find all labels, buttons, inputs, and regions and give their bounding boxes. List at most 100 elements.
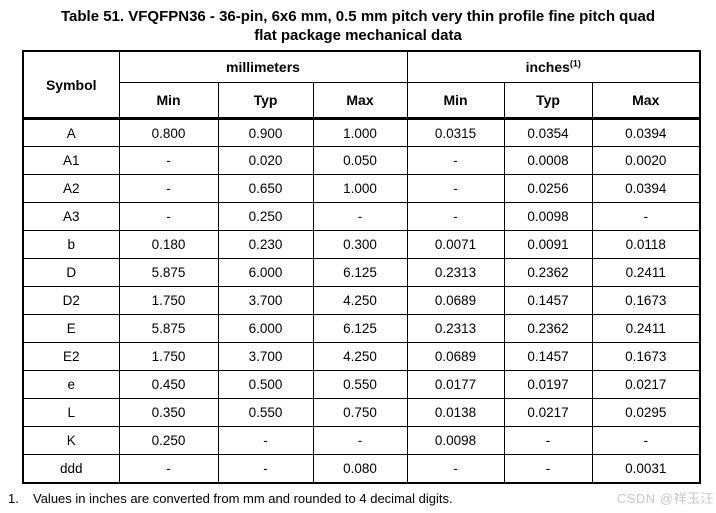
value-cell: 0.750	[312, 398, 408, 427]
watermark: CSDN @祥玉汪	[616, 491, 714, 506]
value-cell: 0.0020	[591, 146, 701, 175]
value-cell: 5.875	[118, 258, 219, 287]
value-cell: 6.000	[217, 314, 314, 343]
symbol-cell: A1	[22, 146, 120, 175]
table-title: Table 51. VFQFPN36 - 36-pin, 6x6 mm, 0.5…	[0, 7, 716, 45]
header-sub-row: Min Typ Max Min Typ Max	[23, 82, 701, 120]
symbol-cell: b	[22, 230, 120, 259]
symbol-cell: K	[22, 426, 120, 455]
symbol-cell: E	[22, 314, 120, 343]
value-cell: 0.2313	[406, 258, 505, 287]
mm-min-header: Min	[118, 82, 219, 120]
in-min-header: Min	[406, 82, 505, 120]
value-cell: 6.000	[217, 258, 314, 287]
value-cell: 0.230	[217, 230, 314, 259]
value-cell: -	[312, 202, 408, 231]
value-cell: 0.0689	[406, 342, 505, 371]
symbol-column-header: Symbol	[22, 50, 120, 120]
table-row: K 0.250 - - 0.0098 - -	[22, 426, 701, 455]
value-cell: -	[118, 174, 219, 203]
value-cell: 6.125	[312, 314, 408, 343]
value-cell: -	[591, 202, 701, 231]
table-row: E 5.875 6.000 6.125 0.2313 0.2362 0.2411	[22, 314, 701, 343]
value-cell: 0.1673	[591, 342, 701, 371]
value-cell: -	[406, 174, 505, 203]
value-cell: 0.250	[217, 202, 314, 231]
value-cell: -	[217, 426, 314, 455]
value-cell: 0.180	[118, 230, 219, 259]
value-cell: 0.450	[118, 370, 219, 399]
inches-group-header: inches(1)	[406, 50, 701, 83]
value-cell: 3.700	[217, 286, 314, 315]
value-cell: 0.0217	[503, 398, 593, 427]
table-title-line1: Table 51. VFQFPN36 - 36-pin, 6x6 mm, 0.5…	[60, 8, 656, 25]
table-row: b 0.180 0.230 0.300 0.0071 0.0091 0.0118	[22, 230, 701, 259]
value-cell: 0.0031	[591, 454, 701, 483]
value-cell: 0.0098	[406, 426, 505, 455]
header-group-row: Symbol millimeters inches(1)	[22, 50, 701, 120]
footnote: 1. Values in inches are converted from m…	[8, 491, 608, 506]
value-cell: -	[312, 426, 408, 455]
value-cell: 0.0197	[503, 370, 593, 399]
value-cell: -	[118, 202, 219, 231]
table-row: D 5.875 6.000 6.125 0.2313 0.2362 0.2411	[22, 258, 701, 287]
in-typ-header: Typ	[503, 82, 593, 120]
value-cell: 0.550	[217, 398, 314, 427]
value-cell: -	[591, 426, 701, 455]
mechanical-data-table: Symbol millimeters inches(1) Min Typ Max…	[22, 50, 701, 484]
value-cell: 0.080	[312, 454, 408, 483]
table-row: A1 - 0.020 0.050 - 0.0008 0.0020	[22, 146, 701, 175]
table-row: L 0.350 0.550 0.750 0.0138 0.0217 0.0295	[22, 398, 701, 427]
value-cell: 0.0295	[591, 398, 701, 427]
value-cell: 0.350	[118, 398, 219, 427]
mm-max-header: Max	[312, 82, 408, 120]
table-title-line2: flat package mechanical data	[254, 27, 462, 44]
in-max-header: Max	[591, 82, 701, 120]
value-cell: -	[503, 454, 593, 483]
value-cell: 6.125	[312, 258, 408, 287]
value-cell: 0.900	[217, 118, 314, 147]
footnote-text: Values in inches are converted from mm a…	[33, 491, 453, 506]
table-row: e 0.450 0.500 0.550 0.0177 0.0197 0.0217	[22, 370, 701, 399]
value-cell: 0.1673	[591, 286, 701, 315]
value-cell: 1.750	[118, 342, 219, 371]
value-cell: 0.0138	[406, 398, 505, 427]
value-cell: 0.0394	[591, 174, 701, 203]
value-cell: 0.2411	[591, 314, 701, 343]
value-cell: 0.0177	[406, 370, 505, 399]
value-cell: -	[503, 426, 593, 455]
symbol-cell: A2	[22, 174, 120, 203]
value-cell: -	[406, 202, 505, 231]
mm-typ-header: Typ	[217, 82, 314, 120]
value-cell: 0.050	[312, 146, 408, 175]
value-cell: 4.250	[312, 342, 408, 371]
table-row: D2 1.750 3.700 4.250 0.0689 0.1457 0.167…	[22, 286, 701, 315]
value-cell: 0.0217	[591, 370, 701, 399]
value-cell: 0.2411	[591, 258, 701, 287]
symbol-cell: A	[22, 118, 120, 147]
symbol-cell: E2	[22, 342, 120, 371]
value-cell: 0.1457	[503, 286, 593, 315]
value-cell: 0.1457	[503, 342, 593, 371]
value-cell: 0.0354	[503, 118, 593, 147]
value-cell: 5.875	[118, 314, 219, 343]
value-cell: 0.0118	[591, 230, 701, 259]
symbol-cell: D2	[22, 286, 120, 315]
value-cell: 0.0394	[591, 118, 701, 147]
value-cell: 0.300	[312, 230, 408, 259]
value-cell: 0.500	[217, 370, 314, 399]
table-row: E2 1.750 3.700 4.250 0.0689 0.1457 0.167…	[22, 342, 701, 371]
value-cell: 1.000	[312, 118, 408, 147]
symbol-cell: ddd	[22, 454, 120, 483]
value-cell: 0.650	[217, 174, 314, 203]
value-cell: 1.000	[312, 174, 408, 203]
value-cell: -	[118, 146, 219, 175]
millimeters-group-header: millimeters	[118, 50, 408, 83]
value-cell: -	[217, 454, 314, 483]
value-cell: -	[406, 454, 505, 483]
symbol-cell: D	[22, 258, 120, 287]
value-cell: 0.0689	[406, 286, 505, 315]
value-cell: 0.0091	[503, 230, 593, 259]
value-cell: 0.0256	[503, 174, 593, 203]
